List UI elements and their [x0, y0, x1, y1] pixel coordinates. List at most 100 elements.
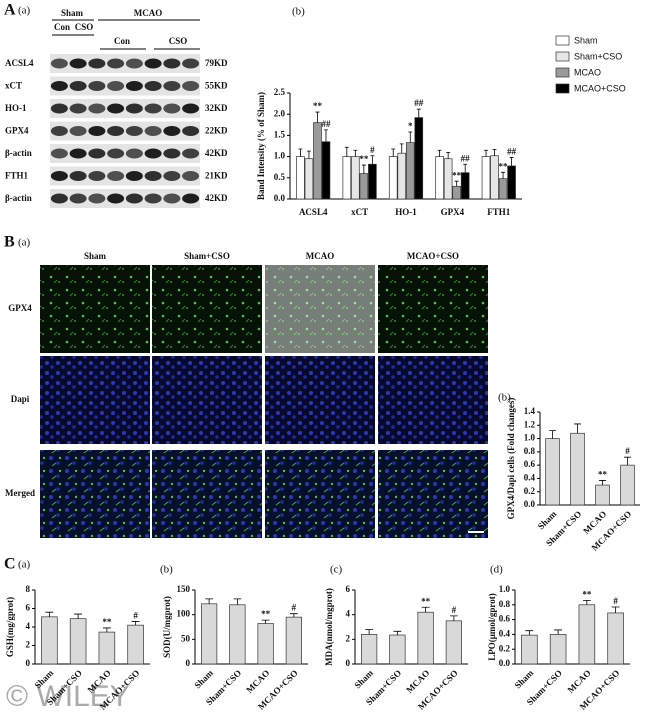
significance-label: # — [292, 603, 297, 613]
blot-row-label: HO-1 — [5, 103, 27, 113]
blot-band — [182, 103, 200, 114]
y-axis-label: SOD(U/mgprot) — [162, 596, 172, 658]
blot-band — [88, 148, 106, 159]
y-tick-label: 0.8 — [524, 446, 536, 456]
y-tick-label: 0 — [346, 658, 351, 668]
y-tick-label: 50 — [181, 633, 191, 643]
micrograph — [378, 265, 488, 353]
blot-strip — [50, 189, 200, 208]
blot-band — [182, 171, 200, 181]
error-bar — [131, 621, 140, 626]
error-bar — [454, 180, 459, 187]
micrograph — [152, 356, 262, 444]
blot-group: MCAO — [134, 8, 163, 18]
error-bar — [582, 599, 591, 605]
error-bar — [315, 111, 320, 123]
bar — [481, 156, 491, 200]
significance-label: ** — [359, 154, 369, 164]
y-tick-label: 4 — [346, 609, 351, 619]
error-bar — [45, 611, 54, 617]
y-axis-label: Band Intensity (% of Sham) — [256, 92, 266, 200]
y-tick-label: 150 — [177, 584, 191, 594]
legend-swatch — [555, 51, 570, 62]
error-bar — [416, 108, 421, 118]
x-tick-label: MCAO — [404, 668, 431, 695]
panel-label: C — [4, 556, 16, 573]
bar — [417, 611, 434, 665]
legend-swatch — [555, 67, 570, 78]
x-tick-label: Sham — [192, 667, 215, 690]
blot-band — [125, 171, 143, 181]
significance-label: ** — [452, 170, 462, 180]
y-axis-label: GSH(mg/gprot) — [5, 597, 15, 657]
micrograph — [40, 356, 150, 444]
bar — [359, 173, 369, 200]
significance-label: # — [452, 605, 457, 615]
blot-band — [88, 193, 106, 204]
legend-swatch — [555, 83, 570, 94]
panel-labels: A (a) (b) B (a) (b) C (a) (b) (c) (d) — [4, 2, 511, 576]
bar — [435, 156, 444, 200]
micrograph — [265, 450, 375, 538]
bar — [397, 152, 407, 200]
lane-label: CSO — [75, 22, 94, 32]
bar — [414, 117, 424, 200]
blot-band — [69, 171, 87, 181]
y-tick-label: 0.8 — [499, 599, 511, 609]
blot-row-label: ACSL4 — [5, 58, 34, 68]
blot-band — [107, 148, 125, 159]
blot-size-label: 32KD — [205, 103, 228, 113]
y-axis-label: GPX4/Dapi cells (Fold changes) — [506, 398, 516, 520]
blot-group: Sham — [61, 8, 84, 18]
blot-size-label: 22KD — [205, 126, 228, 136]
significance-label: ** — [102, 617, 112, 627]
micrograph — [265, 265, 375, 353]
blot-band — [163, 148, 181, 159]
blot-band — [50, 58, 68, 69]
blot-band — [69, 58, 87, 69]
bar — [296, 156, 305, 200]
error-bar — [361, 164, 366, 174]
error-bar — [501, 171, 506, 179]
blot-band — [88, 171, 106, 181]
y-axis-label: LPO(μmol/gprot) — [487, 593, 497, 660]
significance-label: * — [408, 121, 413, 131]
column-label: Sham — [84, 251, 107, 261]
blot-band — [144, 103, 162, 114]
blot-row-label: FTH1 — [5, 171, 29, 181]
blot-band — [107, 103, 125, 114]
error-bar — [205, 598, 214, 604]
blot-band — [163, 193, 181, 204]
blot-size-label: 21KD — [205, 171, 228, 181]
bar — [229, 604, 246, 665]
y-tick-label: 0.0 — [499, 658, 511, 668]
significance-label: ** — [313, 101, 323, 111]
panel-label: (b) — [292, 6, 305, 18]
bar — [257, 623, 274, 665]
blot-band — [107, 58, 125, 69]
bar — [69, 618, 87, 665]
y-tick-label: 6 — [346, 584, 351, 594]
legend-label: Sham — [574, 35, 598, 45]
blot-band — [50, 193, 68, 204]
blot-band — [69, 126, 87, 136]
blot-band — [182, 81, 200, 91]
y-tick-label: 0.6 — [499, 614, 511, 624]
x-tick-label: xCT — [351, 207, 368, 217]
bar — [389, 634, 406, 665]
bar — [570, 432, 585, 506]
blot-size-label: 42KD — [205, 148, 228, 158]
bar — [521, 634, 538, 665]
x-tick-label: MCAO — [566, 668, 593, 695]
x-tick-label: GPX4 — [441, 207, 465, 217]
blot-strip — [50, 144, 200, 163]
blot-band — [88, 126, 106, 136]
blot-band — [125, 193, 143, 204]
significance-label: # — [133, 611, 138, 621]
bar — [41, 616, 58, 665]
error-bar — [74, 613, 83, 619]
blot-band — [144, 58, 162, 69]
bar — [285, 616, 302, 665]
bar — [388, 156, 398, 200]
micrograph — [40, 265, 150, 353]
